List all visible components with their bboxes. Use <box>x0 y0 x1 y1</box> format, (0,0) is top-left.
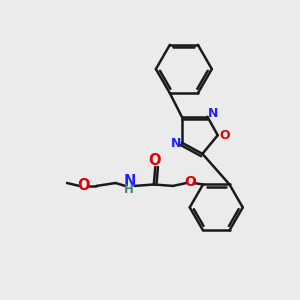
Text: O: O <box>148 153 161 168</box>
Text: N: N <box>208 107 218 120</box>
Text: N: N <box>123 174 136 189</box>
Text: O: O <box>219 129 230 142</box>
Text: O: O <box>77 178 90 193</box>
Text: N: N <box>171 137 181 150</box>
Text: O: O <box>184 176 196 189</box>
Text: H: H <box>124 183 134 196</box>
